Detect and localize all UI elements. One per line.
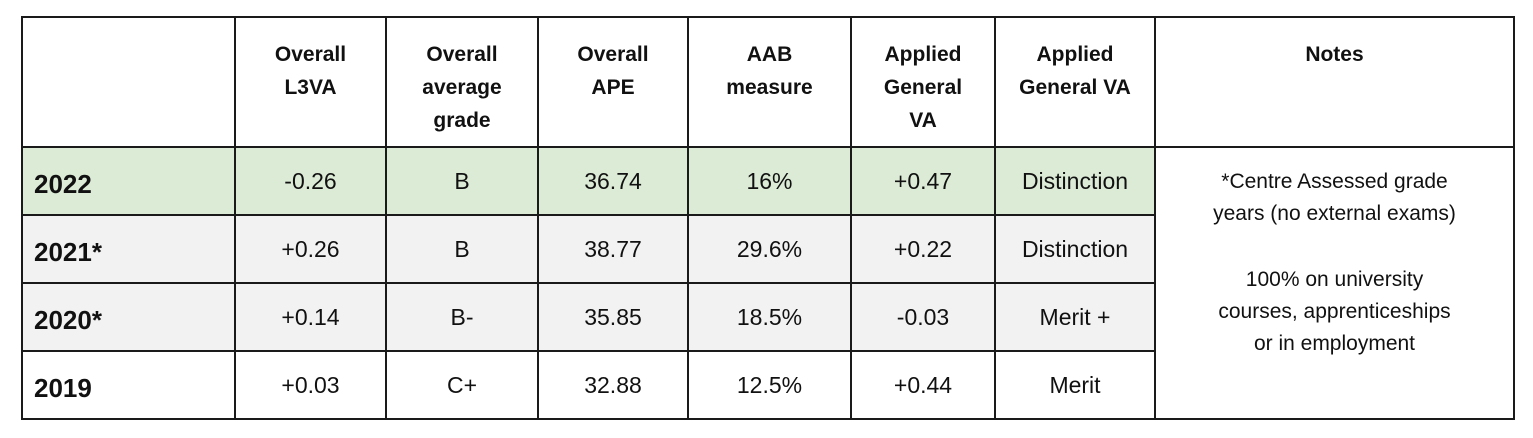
header-row: Overall L3VA Overall average grade Overall A… bbox=[21, 16, 1515, 148]
note-line: *Centre Assessed grade bbox=[1221, 170, 1448, 193]
year-cell: 2020* bbox=[21, 282, 236, 352]
note-line: or in employment bbox=[1253, 332, 1416, 355]
average-grade-cell: B bbox=[385, 214, 539, 284]
results-table-container: Overall L3VA Overall average grade Overall A… bbox=[21, 16, 1515, 420]
ape-cell: 38.77 bbox=[537, 214, 689, 284]
header-notes: Notes bbox=[1154, 16, 1515, 148]
aab-cell: 29.6% bbox=[687, 214, 852, 284]
l3va-cell: +0.03 bbox=[234, 350, 387, 420]
table-row: 2021* +0.26 B 38.77 29.6% +0.22 Distinct… bbox=[21, 214, 1514, 284]
l3va-cell: +0.14 bbox=[234, 282, 387, 352]
note-line: 100% on university bbox=[1245, 268, 1424, 291]
table-row: 2019 +0.03 C+ 32.88 12.5% +0.44 Merit bbox=[21, 350, 1514, 420]
table-row: 2022 -0.26 B 36.74 16% +0.47 Distinction… bbox=[21, 146, 1515, 420]
aab-cell: 12.5% bbox=[687, 350, 852, 420]
header-overall-average-grade: Overall average grade bbox=[385, 16, 539, 148]
average-grade-cell: B- bbox=[385, 282, 539, 352]
note-line: years (no external exams) bbox=[1213, 202, 1456, 225]
year-cell: 2022 bbox=[21, 146, 236, 216]
ape-cell: 35.85 bbox=[537, 282, 689, 352]
results-table: Overall L3VA Overall average grade Overall A… bbox=[21, 16, 1515, 420]
year-cell: 2021* bbox=[21, 214, 236, 284]
aab-cell: 16% bbox=[687, 146, 852, 216]
applied-general-va-cell: +0.22 bbox=[850, 214, 996, 284]
applied-general-va-grade-cell: Distinction bbox=[994, 214, 1156, 284]
applied-general-va-cell: +0.44 bbox=[850, 350, 996, 420]
header-overall-l3va: Overall L3VA bbox=[234, 16, 387, 148]
applied-general-va-grade-cell: Distinction bbox=[994, 146, 1156, 216]
l3va-cell: -0.26 bbox=[234, 146, 387, 216]
header-applied-general-va-grade: Applied General VA bbox=[994, 16, 1156, 148]
ape-cell: 36.74 bbox=[537, 146, 689, 216]
l3va-cell: +0.26 bbox=[234, 214, 387, 284]
notes-cell: *Centre Assessed grade years (no externa… bbox=[1154, 146, 1515, 420]
note-line: courses, apprenticeships bbox=[1218, 300, 1451, 323]
ape-cell: 32.88 bbox=[537, 350, 689, 420]
average-grade-cell: C+ bbox=[385, 350, 539, 420]
header-applied-general-va: Applied General VA bbox=[850, 16, 996, 148]
applied-general-va-grade-cell: Merit + bbox=[994, 282, 1156, 352]
year-cell: 2019 bbox=[21, 350, 236, 420]
aab-cell: 18.5% bbox=[687, 282, 852, 352]
header-overall-ape: Overall APE bbox=[537, 16, 689, 148]
table-row: 2020* +0.14 B- 35.85 18.5% -0.03 Merit + bbox=[21, 282, 1514, 352]
header-empty bbox=[21, 16, 236, 148]
applied-general-va-cell: +0.47 bbox=[850, 146, 996, 216]
header-aab-measure: AAB measure bbox=[687, 16, 852, 148]
applied-general-va-grade-cell: Merit bbox=[994, 350, 1156, 420]
applied-general-va-cell: -0.03 bbox=[850, 282, 996, 352]
average-grade-cell: B bbox=[385, 146, 539, 216]
